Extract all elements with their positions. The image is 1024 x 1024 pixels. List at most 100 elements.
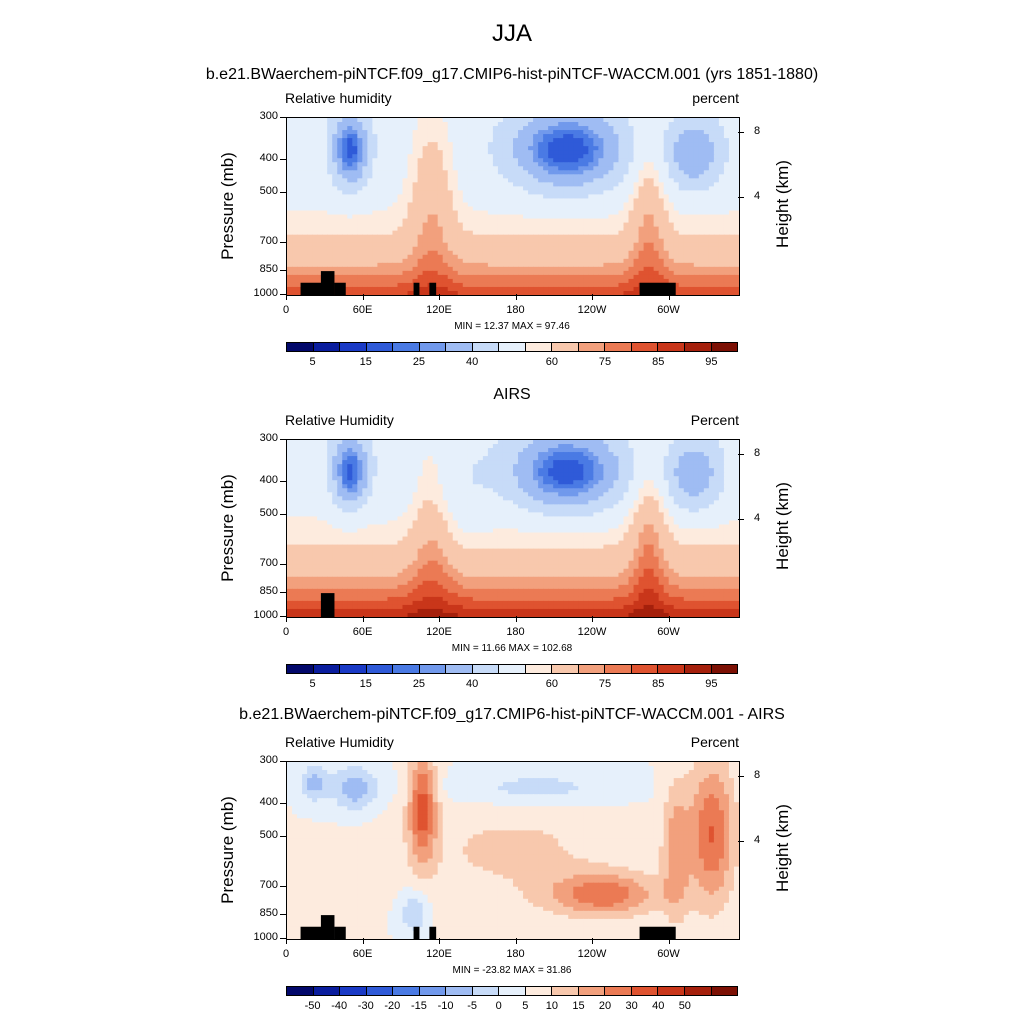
heatmap-cell — [507, 210, 514, 216]
heatmap-cell — [703, 262, 710, 268]
heatmap-cell — [402, 282, 409, 288]
heatmap-cell — [507, 472, 514, 477]
heatmap-cell — [307, 274, 313, 280]
heatmap-cell — [502, 126, 509, 131]
heatmap-cell — [573, 142, 579, 147]
heatmap-cell — [342, 138, 348, 143]
heatmap-cell — [467, 214, 474, 220]
heatmap-cell — [327, 134, 333, 139]
heatmap-cell — [302, 258, 308, 264]
heatmap-cell — [492, 166, 499, 171]
heatmap-cell — [513, 290, 519, 295]
heatmap-cell — [297, 270, 303, 276]
heatmap-cell — [472, 222, 479, 228]
heatmap-cell — [317, 266, 323, 272]
heatmap-cell — [528, 246, 534, 252]
heatmap-cell — [307, 440, 313, 445]
heatmap-cell — [593, 242, 599, 248]
heatmap-cell — [367, 242, 373, 248]
heatmap-cell — [583, 238, 589, 244]
heatmap-cell — [287, 146, 293, 151]
heatmap-cell — [723, 202, 730, 208]
heatmap-cell — [497, 456, 504, 461]
heatmap-cell — [728, 460, 735, 465]
heatmap-cell — [352, 194, 358, 200]
heatmap-cell — [613, 178, 620, 183]
heatmap-cell — [553, 266, 559, 272]
heatmap-cell — [678, 150, 685, 155]
heatmap-cell — [347, 242, 353, 248]
heatmap-cell — [457, 182, 464, 187]
heatmap-cell — [337, 468, 343, 473]
heatmap-cell — [553, 258, 559, 264]
heatmap-cell — [452, 166, 459, 171]
heatmap-cell — [352, 166, 358, 171]
heatmap-cell — [457, 440, 464, 445]
heatmap-cell — [297, 206, 303, 212]
heatmap-cell — [728, 270, 735, 276]
heatmap-cell — [437, 134, 444, 139]
heatmap-cell — [538, 456, 544, 461]
heatmap-cell — [553, 278, 559, 284]
heatmap-cell — [312, 480, 318, 485]
heatmap-cell — [372, 282, 378, 288]
heatmap-cell — [518, 154, 524, 159]
heatmap-cell — [407, 118, 414, 123]
heatmap-cell — [482, 250, 489, 256]
heatmap-cell — [553, 290, 559, 295]
heatmap-cell — [372, 472, 378, 477]
heatmap-cell — [543, 254, 549, 260]
heatmap-cell — [472, 250, 479, 256]
heatmap-cell — [568, 182, 574, 187]
heatmap-cell — [377, 278, 384, 284]
heatmap-cell — [558, 138, 564, 143]
heatmap-cell — [733, 440, 739, 445]
heatmap-cell — [507, 226, 514, 232]
heatmap-cell — [548, 250, 554, 256]
heatmap-cell — [568, 210, 574, 216]
heatmap-cell — [312, 246, 318, 252]
heatmap-cell — [462, 476, 469, 481]
heatmap-cell — [477, 174, 484, 179]
heatmap-cell — [442, 122, 449, 127]
heatmap-cell — [302, 122, 308, 127]
heatmap-cell — [422, 202, 429, 208]
heatmap-cell — [548, 130, 554, 135]
heatmap-cell — [688, 246, 695, 252]
heatmap-cell — [698, 158, 705, 163]
heatmap-cell — [688, 242, 695, 248]
heatmap-cell — [407, 162, 414, 167]
heatmap-cell — [387, 234, 394, 240]
heatmap-cell — [608, 174, 615, 179]
heatmap-cell — [573, 178, 579, 183]
heatmap-cell — [528, 206, 534, 212]
heatmap-cell — [412, 262, 419, 268]
heatmap-cell — [337, 162, 343, 167]
heatmap-cell — [728, 286, 735, 292]
heatmap-cell — [628, 254, 635, 260]
heatmap-cell — [528, 440, 534, 445]
heatmap-cell — [608, 234, 615, 240]
heatmap-cell — [623, 226, 630, 232]
heatmap-cell — [538, 460, 544, 465]
heatmap-cell — [718, 134, 725, 139]
heatmap-cell — [427, 464, 434, 469]
heatmap-cell — [317, 456, 323, 461]
heatmap-cell — [327, 448, 333, 453]
heatmap-cell — [487, 230, 494, 236]
heatmap-cell — [377, 118, 384, 123]
heatmap-cell — [708, 440, 715, 445]
heatmap-cell — [668, 258, 675, 264]
heatmap-cell — [482, 246, 489, 252]
heatmap-cell — [733, 460, 739, 465]
heatmap-cell — [477, 134, 484, 139]
heatmap-cell — [497, 230, 504, 236]
heatmap-cell — [703, 170, 710, 175]
heatmap-cell — [658, 218, 665, 224]
heatmap-cell — [417, 150, 424, 155]
heatmap-cell — [412, 448, 419, 453]
heatmap-cell — [598, 178, 604, 183]
heatmap-cell — [382, 170, 389, 175]
heatmap-cell — [698, 262, 705, 268]
heatmap-cell — [357, 206, 363, 212]
